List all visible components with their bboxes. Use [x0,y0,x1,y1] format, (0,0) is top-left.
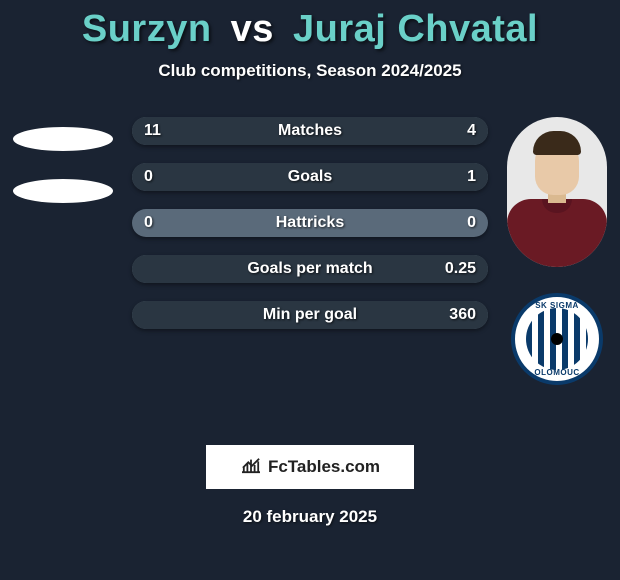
chart-icon [240,456,262,479]
player2-name: Juraj Chvatal [293,8,538,50]
subtitle: Club competitions, Season 2024/2025 [0,61,620,81]
stat-row: 114Matches [132,117,488,145]
stat-row: 0.25Goals per match [132,255,488,283]
stat-label: Matches [132,117,488,145]
stat-row: 360Min per goal [132,301,488,329]
stat-label: Min per goal [132,301,488,329]
stat-bars: 114Matches 01Goals 00Hattricks 0.25Goals pe… [132,117,488,347]
stat-row: 01Goals [132,163,488,191]
stat-label: Goals [132,163,488,191]
stat-label: Hattricks [132,209,488,237]
branding-text: FcTables.com [268,457,380,477]
player2-avatar [507,117,607,267]
player1-club-placeholder [13,179,113,203]
player1-name: Surzyn [82,8,212,50]
player1-avatar-placeholder [13,127,113,151]
date-text: 20 february 2025 [0,507,620,527]
stat-label: Goals per match [132,255,488,283]
player1-column [8,117,118,203]
comparison-body: SK SIGMA OLOMOUC 114Matches 01Goals 00Hatt… [0,117,620,397]
club-badge-bottom-text: OLOMOUC [515,368,599,377]
vs-text: vs [231,8,274,50]
branding-badge: FcTables.com [206,445,414,489]
player2-column: SK SIGMA OLOMOUC [502,117,612,385]
player2-club-badge: SK SIGMA OLOMOUC [511,293,603,385]
comparison-title: Surzyn vs Juraj Chvatal [0,0,620,51]
stat-row: 00Hattricks [132,209,488,237]
